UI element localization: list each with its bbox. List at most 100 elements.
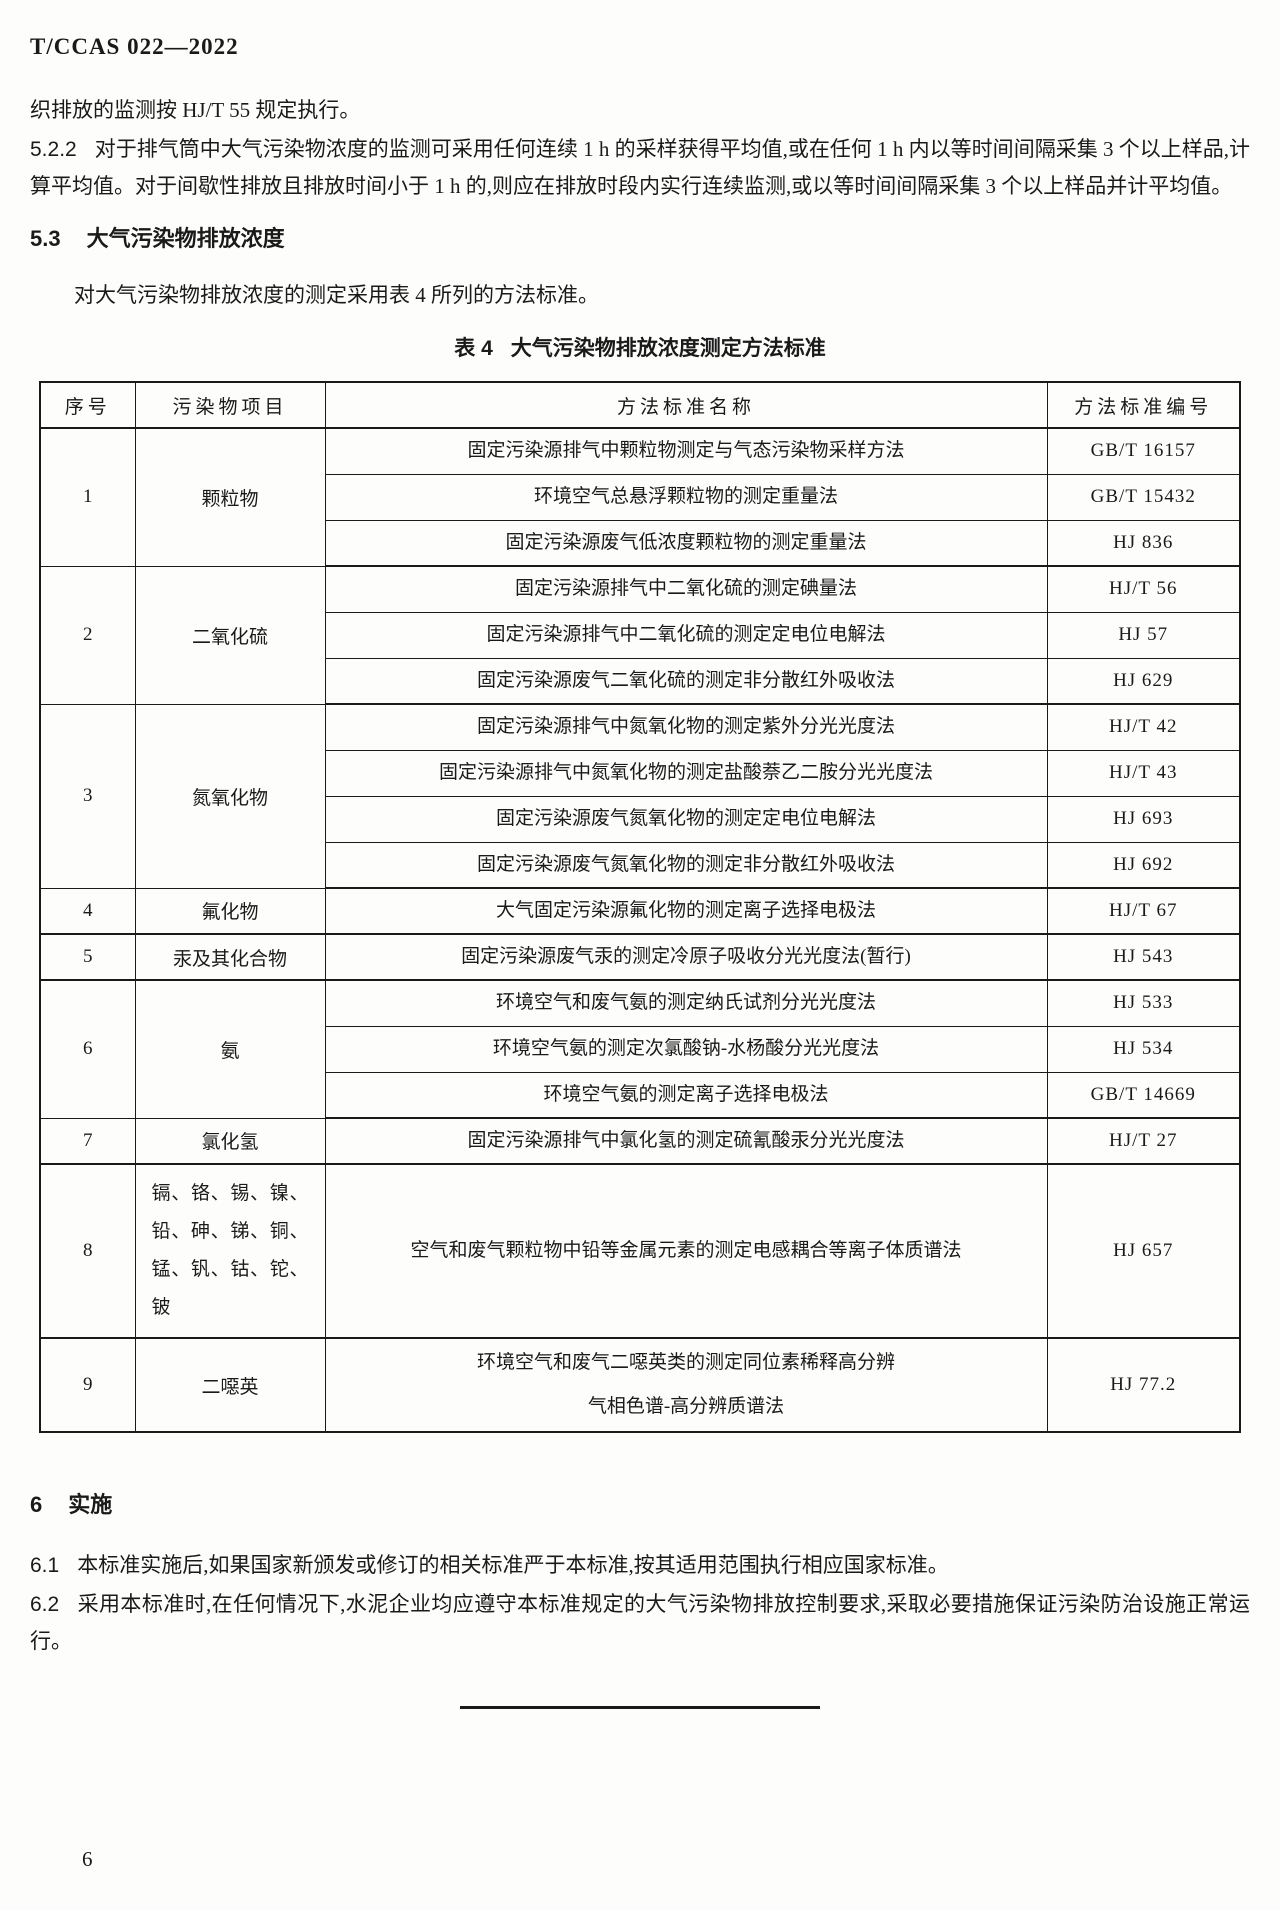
- table-row: 4 氟化物 大气固定污染源氟化物的测定离子选择电极法 HJ/T 67: [39, 887, 1241, 935]
- header-method-code: 方法标准编号: [1046, 381, 1241, 429]
- cell-pollutant-item: 颗粒物: [134, 427, 326, 567]
- cell-pollutant-item: 氟化物: [134, 887, 326, 935]
- table-row: 固定污染源废气二氧化硫的测定非分散红外吸收法 HJ 629: [40, 657, 1241, 705]
- table-row: 固定污染源废气低浓度颗粒物的测定重量法 HJ 836: [40, 519, 1241, 567]
- cell-method-code: HJ 57: [1046, 611, 1241, 659]
- cell-method-code: HJ 836: [1046, 519, 1241, 567]
- cell-method-code: HJ/T 56: [1046, 565, 1241, 613]
- cell-serial-number: 6: [39, 979, 136, 1119]
- cell-method-name: 固定污染源废气汞的测定冷原子吸收分光光度法(暂行): [324, 933, 1048, 981]
- cell-method-code: HJ/T 43: [1046, 749, 1241, 797]
- cell-method-name: 空气和废气颗粒物中铅等金属元素的测定电感耦合等离子体质谱法: [324, 1163, 1048, 1339]
- clause-6-2: 6.2 采用本标准时,在任何情况下,水泥企业均应遵守本标准规定的大气污染物排放控制…: [30, 1586, 1250, 1660]
- section-heading-5-3: 5.3 大气污染物排放浓度: [30, 223, 1250, 255]
- clause-6-1: 6.1 本标准实施后,如果国家新颁发或修订的相关标准严于本标准,按其适用范围执行相…: [30, 1547, 1250, 1584]
- cell-method-name: 固定污染源排气中二氧化硫的测定碘量法: [324, 565, 1048, 613]
- cell-method-name: 环境空气氨的测定离子选择电极法: [324, 1071, 1048, 1119]
- cell-method-name: 固定污染源废气低浓度颗粒物的测定重量法: [324, 519, 1048, 567]
- continuation-paragraph: 织排放的监测按 HJ/T 55 规定执行。: [30, 98, 361, 122]
- cell-method-code: HJ 77.2: [1046, 1337, 1241, 1433]
- table-row: 环境空气总悬浮颗粒物的测定重量法 GB/T 15432: [40, 473, 1241, 521]
- table-caption-label: 表 4: [454, 337, 493, 360]
- page-number: 6: [82, 1847, 93, 1871]
- cell-method-name: 固定污染源排气中氯化氢的测定硫氰酸汞分光光度法: [324, 1117, 1048, 1165]
- section-number: 6: [30, 1492, 43, 1517]
- cell-pollutant-item: 二氧化硫: [134, 565, 326, 705]
- table-caption: 表 4 大气污染物排放浓度测定方法标准: [30, 334, 1250, 364]
- cell-method-name: 大气固定污染源氟化物的测定离子选择电极法: [324, 887, 1048, 935]
- cell-method-code: HJ/T 67: [1046, 887, 1241, 935]
- clause-number: 5.2.2: [30, 138, 77, 161]
- cell-method-name: 固定污染源排气中氮氧化物的测定盐酸萘乙二胺分光光度法: [324, 749, 1048, 797]
- cell-serial-number: 7: [39, 1117, 136, 1165]
- cell-method-code: GB/T 15432: [1046, 473, 1241, 521]
- table-header-row: 序号 污染物项目 方法标准名称 方法标准编号: [39, 381, 1241, 429]
- clause-text: 对于排气筒中大气污染物浓度的监测可采用任何连续 1 h 的采样获得平均值,或在任…: [30, 137, 1250, 198]
- cell-serial-number: 2: [39, 565, 136, 705]
- cell-pollutant-item: 镉、铬、锡、镍、铅、砷、锑、铜、锰、钒、钴、铊、铍: [134, 1163, 326, 1339]
- section-heading-6: 6 实施: [30, 1489, 1250, 1521]
- table-row: 固定污染源废气氮氧化物的测定定电位电解法 HJ 693: [40, 795, 1241, 843]
- cell-method-code: HJ 693: [1046, 795, 1241, 843]
- header-method-name: 方法标准名称: [324, 381, 1048, 429]
- table-row: 固定污染源排气中氮氧化物的测定盐酸萘乙二胺分光光度法 HJ/T 43: [40, 749, 1241, 797]
- table-row: 固定污染源排气中二氧化硫的测定定电位电解法 HJ 57: [40, 611, 1241, 659]
- cell-method-code: HJ 692: [1046, 841, 1241, 889]
- cell-method-name: 环境空气氨的测定次氯酸钠-水杨酸分光光度法: [324, 1025, 1048, 1073]
- cell-method-name: 固定污染源废气二氧化硫的测定非分散红外吸收法: [324, 657, 1048, 705]
- section-number: 5.3: [30, 226, 61, 251]
- cell-method-name: 固定污染源排气中颗粒物测定与气态污染物采样方法: [324, 427, 1048, 475]
- table-row: 固定污染源废气氮氧化物的测定非分散红外吸收法 HJ 692: [40, 841, 1241, 889]
- cell-serial-number: 5: [39, 933, 136, 981]
- cell-method-name: 固定污染源废气氮氧化物的测定定电位电解法: [324, 795, 1048, 843]
- clause-5-2-2: 5.2.2 对于排气筒中大气污染物浓度的监测可采用任何连续 1 h 的采样获得平均…: [30, 131, 1250, 205]
- cell-serial-number: 1: [39, 427, 136, 567]
- table-row: 2 二氧化硫 固定污染源排气中二氧化硫的测定碘量法 HJ/T 56: [39, 565, 1241, 705]
- cell-method-code: HJ 534: [1046, 1025, 1241, 1073]
- table-row: 环境空气氨的测定次氯酸钠-水杨酸分光光度法 HJ 534: [40, 1025, 1241, 1073]
- table-row: 环境空气氨的测定离子选择电极法 GB/T 14669: [40, 1071, 1241, 1119]
- cell-serial-number: 3: [39, 703, 136, 889]
- cell-method-code: GB/T 14669: [1046, 1071, 1241, 1119]
- methods-table-body: 1 颗粒物 固定污染源排气中颗粒物测定与气态污染物采样方法 GB/T 16157 环境空…: [39, 427, 1241, 1433]
- header-serial: 序号: [39, 381, 136, 429]
- table-row: 7 氯化氢 固定污染源排气中氯化氢的测定硫氰酸汞分光光度法 HJ/T 27: [39, 1117, 1241, 1165]
- table-row: 3 氮氧化物 固定污染源排气中氮氧化物的测定紫外分光光度法 HJ/T 42: [39, 703, 1241, 889]
- cell-pollutant-item: 氯化氢: [134, 1117, 326, 1165]
- clause-number: 6.1: [30, 1554, 60, 1577]
- cell-serial-number: 9: [39, 1337, 136, 1433]
- cell-method-code: HJ 657: [1046, 1163, 1241, 1339]
- clause-text: 采用本标准时,在任何情况下,水泥企业均应遵守本标准规定的大气污染物排放控制要求,…: [30, 1592, 1250, 1653]
- clause-text: 本标准实施后,如果国家新颁发或修订的相关标准严于本标准,按其适用范围执行相应国家…: [77, 1553, 949, 1577]
- cell-method-name: 固定污染源排气中二氧化硫的测定定电位电解法: [324, 611, 1048, 659]
- cell-method-code: GB/T 16157: [1046, 427, 1241, 475]
- cell-pollutant-item: 氮氧化物: [134, 703, 326, 889]
- cell-method-name: 固定污染源废气氮氧化物的测定非分散红外吸收法: [324, 841, 1048, 889]
- table-row: 8 镉、铬、锡、镍、铅、砷、锑、铜、锰、钒、钴、铊、铍 空气和废气颗粒物中铅等金属元…: [39, 1163, 1241, 1339]
- table-caption-title: 大气污染物排放浓度测定方法标准: [510, 337, 826, 360]
- section-title: 实施: [68, 1492, 113, 1517]
- cell-pollutant-item: 氨: [134, 979, 326, 1119]
- cell-method-code: HJ 533: [1046, 979, 1241, 1027]
- doc-header: T/CCAS 022—2022: [30, 34, 239, 59]
- table-row: 5 汞及其化合物 固定污染源废气汞的测定冷原子吸收分光光度法(暂行) HJ 543: [39, 933, 1241, 981]
- methods-table: 序号 污染物项目 方法标准名称 方法标准编号 1 颗粒物 固定污染源排气中颗粒物测定…: [39, 381, 1241, 1433]
- cell-method-name: 环境空气和废气二噁英类的测定同位素稀释高分辨 气相色谱-高分辨质谱法: [324, 1337, 1048, 1433]
- cell-method-name: 固定污染源排气中氮氧化物的测定紫外分光光度法: [324, 703, 1048, 751]
- paragraph-5-3: 对大气污染物排放浓度的测定采用表 4 所列的方法标准。: [74, 283, 599, 307]
- cell-pollutant-item: 汞及其化合物: [134, 933, 326, 981]
- table-row: 1 颗粒物 固定污染源排气中颗粒物测定与气态污染物采样方法 GB/T 16157: [39, 427, 1241, 567]
- table-row: 9 二噁英 环境空气和废气二噁英类的测定同位素稀释高分辨 气相色谱-高分辨质谱法 HJ…: [39, 1337, 1241, 1433]
- table-row: 6 氨环境空气和废气氨的测定纳氏试剂分光光度法 HJ 533: [39, 979, 1241, 1119]
- cell-method-code: HJ/T 27: [1046, 1117, 1241, 1165]
- end-of-text-rule: [460, 1706, 820, 1709]
- section-title: 大气污染物排放浓度: [86, 226, 285, 251]
- cell-method-code: HJ 543: [1046, 933, 1241, 981]
- cell-serial-number: 4: [39, 887, 136, 935]
- cell-pollutant-item: 二噁英: [134, 1337, 326, 1433]
- cell-serial-number: 8: [39, 1163, 136, 1339]
- cell-method-name: 环境空气和废气氨的测定纳氏试剂分光光度法: [324, 979, 1048, 1027]
- clause-number: 6.2: [30, 1593, 60, 1616]
- cell-method-code: HJ/T 42: [1046, 703, 1241, 751]
